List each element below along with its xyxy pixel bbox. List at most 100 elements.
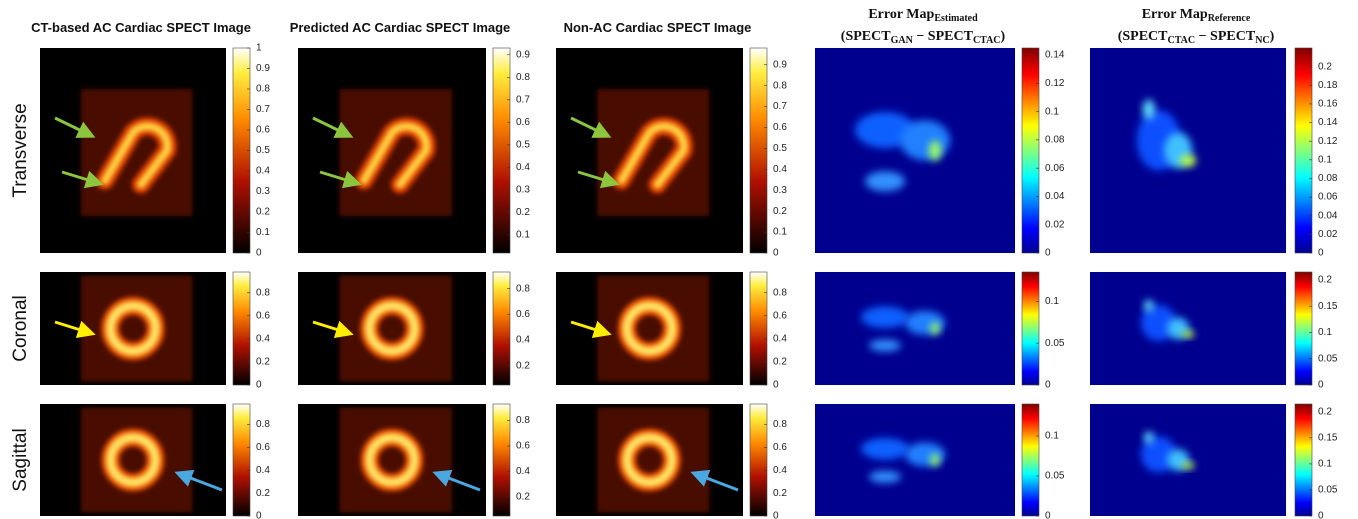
image-panel: 00.20.40.60.8 — [556, 272, 787, 391]
colorbar-tick-label: 0.14 — [1045, 50, 1065, 61]
column-formula: (SPECTGAN − SPECTCTAC) — [841, 29, 1006, 46]
colorbar — [233, 272, 250, 385]
colorbar-tick-label: 0.8 — [516, 415, 530, 426]
body-region — [81, 89, 193, 216]
colorbar-tick-label: 0.6 — [516, 441, 530, 452]
colorbar-tick-label: 0.1 — [1045, 296, 1059, 307]
column-title: Error MapEstimated — [868, 7, 978, 24]
colorbar — [1022, 404, 1039, 516]
colorbar-tick-label: 0.6 — [773, 122, 787, 133]
colorbar-tick-label: 0.08 — [1318, 173, 1338, 184]
colorbar-tick-label: 0.7 — [516, 94, 530, 105]
colorbar — [1022, 48, 1039, 253]
colorbar-tick-label: 0.8 — [256, 419, 270, 430]
image — [556, 272, 743, 385]
image — [1090, 272, 1286, 385]
colorbar-tick-label: 0.12 — [1045, 78, 1065, 89]
colorbar-tick-label: 0.5 — [516, 140, 530, 151]
title-text: Error Map — [868, 7, 934, 22]
colorbar-tick-label: 0 — [256, 248, 262, 259]
error-blob — [861, 438, 909, 460]
row-label: Transverse — [10, 103, 31, 197]
body-region — [597, 275, 709, 381]
title-text: Error Map — [1142, 7, 1208, 22]
colorbar-tick-label: 0.6 — [256, 310, 270, 321]
error-blob — [930, 454, 940, 466]
body-region — [81, 275, 193, 381]
colorbar-tick-label: 0.4 — [516, 466, 530, 477]
body-region — [597, 407, 709, 512]
colorbar-tick-label: 0.05 — [1045, 338, 1065, 349]
error-blob — [865, 171, 905, 191]
figure: CT-based AC Cardiac SPECT ImagePredicted… — [0, 0, 1358, 519]
colorbar-tick-label: 0.18 — [1318, 80, 1338, 91]
colorbar-tick-label: 0.2 — [256, 488, 270, 499]
colorbar-tick-label: 0.4 — [256, 166, 270, 177]
body-region — [339, 275, 452, 381]
colorbar-tick-label: 0.9 — [773, 59, 787, 70]
image — [40, 272, 226, 385]
image — [556, 404, 743, 516]
row-label: Coronal — [10, 295, 31, 362]
image-panel: 00.20.40.60.8 — [40, 404, 270, 519]
colorbar-tick-label: 0 — [773, 248, 779, 259]
error-blob — [929, 141, 941, 161]
colorbar-tick-label: 0.4 — [773, 164, 787, 175]
formula-subscript: NC — [1255, 35, 1269, 46]
image-panel: 00.10.20.30.40.50.60.70.80.91 — [40, 43, 270, 259]
colorbar-tick-label: 0.06 — [1318, 192, 1338, 203]
colorbar-tick-label: 0 — [1045, 248, 1051, 259]
colorbar — [1022, 272, 1039, 385]
colorbar-tick-label: 0.4 — [773, 465, 787, 476]
colorbar-tick-label: 0.2 — [773, 206, 787, 217]
colorbar-tick-label: 0.5 — [256, 145, 270, 156]
colorbar-tick-label: 0.1 — [773, 227, 787, 238]
colorbar-tick-label: 0.02 — [1318, 229, 1338, 240]
error-blob — [1143, 100, 1155, 120]
colorbar-tick-label: 0.2 — [516, 360, 530, 371]
image-panel: 00.020.040.060.080.10.120.140.160.180.2 — [1090, 48, 1338, 259]
image — [1090, 404, 1286, 516]
colorbar-tick-label: 0.4 — [516, 162, 530, 173]
colorbar-tick-label: 0.9 — [516, 49, 530, 60]
colorbar-tick-label: 0.05 — [1318, 485, 1338, 496]
colorbar-tick-label: 0.4 — [773, 334, 787, 345]
image-panel: 0.10.20.30.40.50.60.70.80.9 — [298, 48, 530, 253]
colorbar-tick-label: 0.9 — [256, 63, 270, 74]
colorbar-tick-label: 0.6 — [773, 442, 787, 453]
image-panel: 00.050.1 — [815, 404, 1065, 519]
colorbar — [493, 48, 510, 253]
colorbar-tick-label: 0.2 — [1318, 406, 1332, 417]
colorbar-tick-label: 0.7 — [256, 104, 270, 115]
image — [298, 48, 486, 253]
title-subscript: Reference — [1208, 13, 1251, 24]
body-region — [81, 407, 193, 512]
colorbar — [750, 48, 767, 253]
colorbar-tick-label: 0.06 — [1045, 163, 1065, 174]
formula-text: (SPECT — [841, 29, 891, 44]
colorbar-tick-label: 0.4 — [516, 335, 530, 346]
formula-subscript: GAN — [891, 35, 914, 46]
colorbar-tick-label: 0.1 — [256, 227, 270, 238]
colorbar-tick-label: 0.2 — [256, 357, 270, 368]
error-blob — [1180, 155, 1196, 167]
page: CT-based AC Cardiac SPECT ImagePredicted… — [0, 0, 1358, 519]
colorbar-tick-label: 0.2 — [1318, 61, 1332, 72]
colorbar-tick-label: 0.14 — [1318, 117, 1338, 128]
error-blob — [861, 306, 909, 328]
image — [815, 272, 1015, 385]
colorbar-tick-label: 0 — [773, 511, 779, 519]
colorbar-tick-label: 0.2 — [773, 488, 787, 499]
colorbar-tick-label: 0.2 — [516, 492, 530, 503]
column-title: Non-AC Cardiac SPECT Image — [564, 20, 752, 35]
image-panel: 00.20.40.60.8 — [40, 272, 270, 391]
colorbar — [1295, 48, 1312, 253]
colorbar-tick-label: 0.1 — [1045, 106, 1059, 117]
image-panel: 00.050.10.150.2 — [1090, 404, 1338, 519]
error-blob — [869, 339, 901, 351]
colorbar — [750, 272, 767, 385]
body-region — [597, 89, 709, 216]
colorbar-tick-label: 0.8 — [773, 80, 787, 91]
error-blob — [869, 471, 901, 483]
colorbar-tick-label: 0.7 — [773, 101, 787, 112]
